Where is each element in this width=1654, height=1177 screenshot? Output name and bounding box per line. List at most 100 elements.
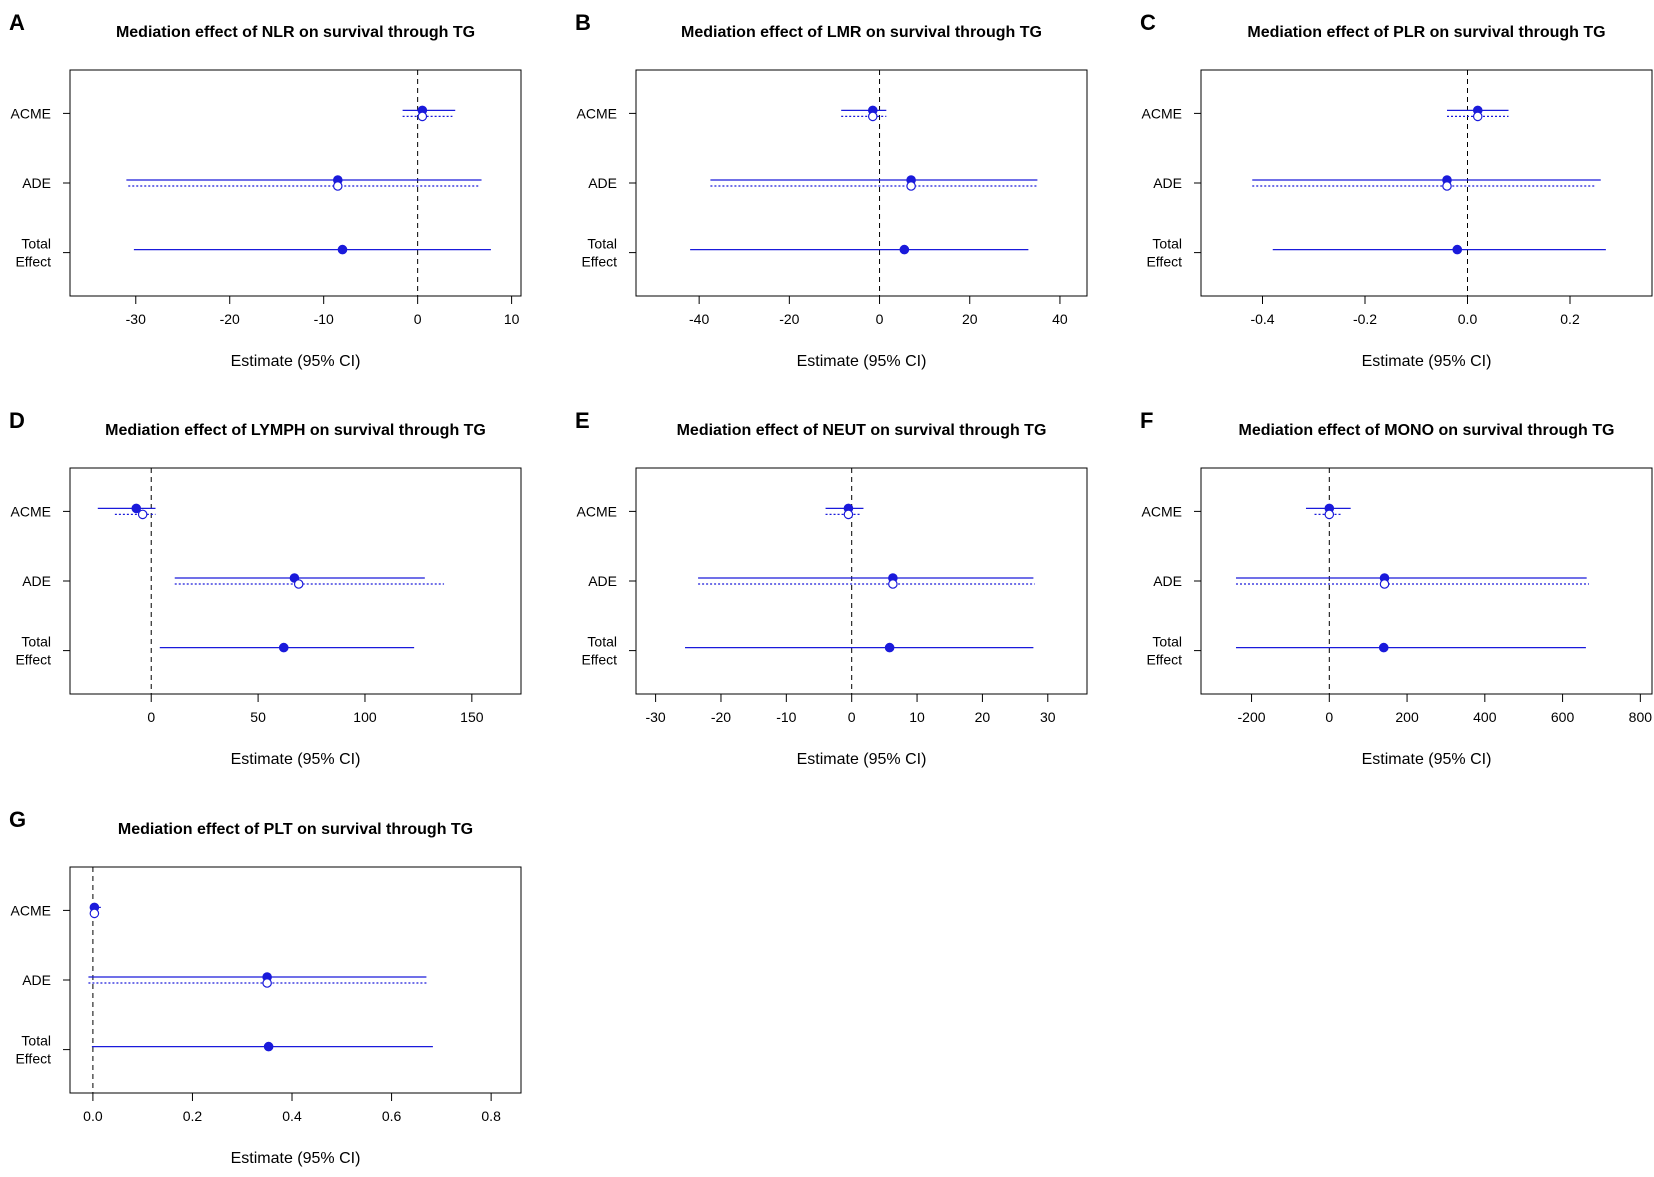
- row-label: ACME: [1142, 503, 1182, 519]
- panel-title: Mediation effect of PLR on survival thro…: [1247, 24, 1605, 41]
- row-label: ACME: [1142, 105, 1182, 121]
- x-tick-label: 400: [1473, 709, 1497, 725]
- panel-title: Mediation effect of LYMPH on survival th…: [105, 422, 486, 439]
- x-tick-label: 10: [909, 709, 925, 725]
- row-label: ACME: [11, 902, 51, 918]
- x-tick-label: -20: [779, 311, 799, 327]
- x-tick-label: -0.4: [1250, 311, 1274, 327]
- x-axis-title: Estimate (95% CI): [231, 353, 361, 370]
- plot-frame: [1200, 69, 1653, 297]
- plot-frame: [69, 69, 522, 297]
- x-axis-title: Estimate (95% CI): [231, 1150, 361, 1167]
- x-tick-label: 0.8: [481, 1108, 501, 1124]
- x-axis-title: Estimate (95% CI): [1362, 353, 1492, 370]
- row-label: ADE: [588, 573, 617, 589]
- point-estimate: [899, 244, 910, 255]
- panel-title: Mediation effect of NEUT on survival thr…: [677, 422, 1047, 439]
- plot-frame: [635, 69, 1088, 297]
- x-tick-label: 30: [1040, 709, 1056, 725]
- panel-letter: G: [9, 807, 26, 832]
- row-label: ACME: [577, 105, 617, 121]
- row-label: ACME: [577, 503, 617, 519]
- point-estimate: [884, 642, 895, 653]
- point-estimate: [137, 509, 148, 520]
- x-axis-title: Estimate (95% CI): [797, 353, 927, 370]
- point-estimate: [888, 579, 898, 589]
- row-label: Total: [1152, 236, 1182, 252]
- row-label: Effect: [15, 254, 51, 270]
- x-tick-label: 10: [504, 311, 520, 327]
- row-label: Effect: [15, 1051, 51, 1067]
- x-tick-label: -40: [689, 311, 709, 327]
- row-label: Effect: [15, 652, 51, 668]
- panel-letter: F: [1140, 408, 1153, 433]
- row-label: Total: [21, 1033, 51, 1049]
- row-label: Effect: [1146, 254, 1182, 270]
- x-tick-label: 0.0: [1458, 311, 1478, 327]
- panel-f: F Mediation effect of MONO on survival th…: [1140, 408, 1653, 768]
- row-label: Total: [587, 236, 617, 252]
- point-estimate: [843, 509, 854, 520]
- point-estimate: [1378, 642, 1389, 653]
- x-tick-label: 800: [1629, 709, 1653, 725]
- x-tick-label: 0: [1325, 709, 1333, 725]
- point-estimate: [1442, 181, 1452, 191]
- row-label: ADE: [588, 175, 617, 191]
- x-tick-label: 200: [1395, 709, 1419, 725]
- x-tick-label: 0: [414, 311, 422, 327]
- x-tick-label: 20: [962, 311, 978, 327]
- x-tick-label: 40: [1052, 311, 1068, 327]
- panel-title: Mediation effect of LMR on survival thro…: [681, 24, 1042, 41]
- point-estimate: [1452, 244, 1463, 255]
- row-label: Effect: [1146, 652, 1182, 668]
- x-tick-label: 0.2: [1560, 311, 1580, 327]
- x-tick-label: -10: [314, 311, 334, 327]
- point-estimate: [417, 111, 428, 122]
- panel-letter: E: [575, 408, 590, 433]
- point-estimate: [263, 1041, 274, 1052]
- panel-letter: B: [575, 10, 591, 35]
- point-estimate: [1379, 579, 1390, 589]
- panel-title: Mediation effect of MONO on survival thr…: [1238, 422, 1614, 439]
- plot-frame: [1200, 467, 1653, 695]
- row-label: Effect: [581, 652, 617, 668]
- point-estimate: [293, 579, 304, 589]
- x-tick-label: -30: [645, 709, 665, 725]
- row-label: Total: [587, 634, 617, 650]
- x-tick-label: 600: [1551, 709, 1575, 725]
- x-tick-label: 150: [460, 709, 484, 725]
- row-label: ADE: [22, 573, 51, 589]
- point-estimate: [337, 244, 348, 255]
- panel-letter: A: [9, 10, 25, 35]
- x-tick-label: 20: [975, 709, 991, 725]
- x-tick-label: 0: [848, 709, 856, 725]
- x-axis-title: Estimate (95% CI): [797, 751, 927, 768]
- x-tick-label: 0.2: [183, 1108, 203, 1124]
- point-estimate: [867, 111, 878, 122]
- x-tick-label: 100: [353, 709, 377, 725]
- plot-frame: [69, 866, 522, 1094]
- x-tick-label: -30: [126, 311, 146, 327]
- point-estimate: [131, 503, 142, 514]
- x-tick-label: 50: [250, 709, 266, 725]
- x-tick-label: -10: [776, 709, 796, 725]
- x-axis-title: Estimate (95% CI): [1362, 751, 1492, 768]
- row-label: Total: [1152, 634, 1182, 650]
- x-tick-label: 0.6: [382, 1108, 402, 1124]
- point-estimate: [1324, 509, 1335, 520]
- x-tick-label: -0.2: [1353, 311, 1377, 327]
- row-label: ADE: [22, 972, 51, 988]
- x-tick-label: -20: [711, 709, 731, 725]
- x-tick-label: -20: [220, 311, 240, 327]
- row-label: Total: [21, 634, 51, 650]
- panel-a: A Mediation effect of NLR on survival thr…: [9, 10, 522, 370]
- point-estimate: [278, 642, 289, 653]
- x-tick-label: 0.4: [282, 1108, 302, 1124]
- panel-e: E Mediation effect of NEUT on survival th…: [575, 408, 1088, 768]
- row-label: Effect: [581, 254, 617, 270]
- point-estimate: [332, 181, 343, 191]
- panel-title: Mediation effect of PLT on survival thro…: [118, 821, 473, 838]
- row-label: ACME: [11, 105, 51, 121]
- x-tick-label: 0.0: [83, 1108, 103, 1124]
